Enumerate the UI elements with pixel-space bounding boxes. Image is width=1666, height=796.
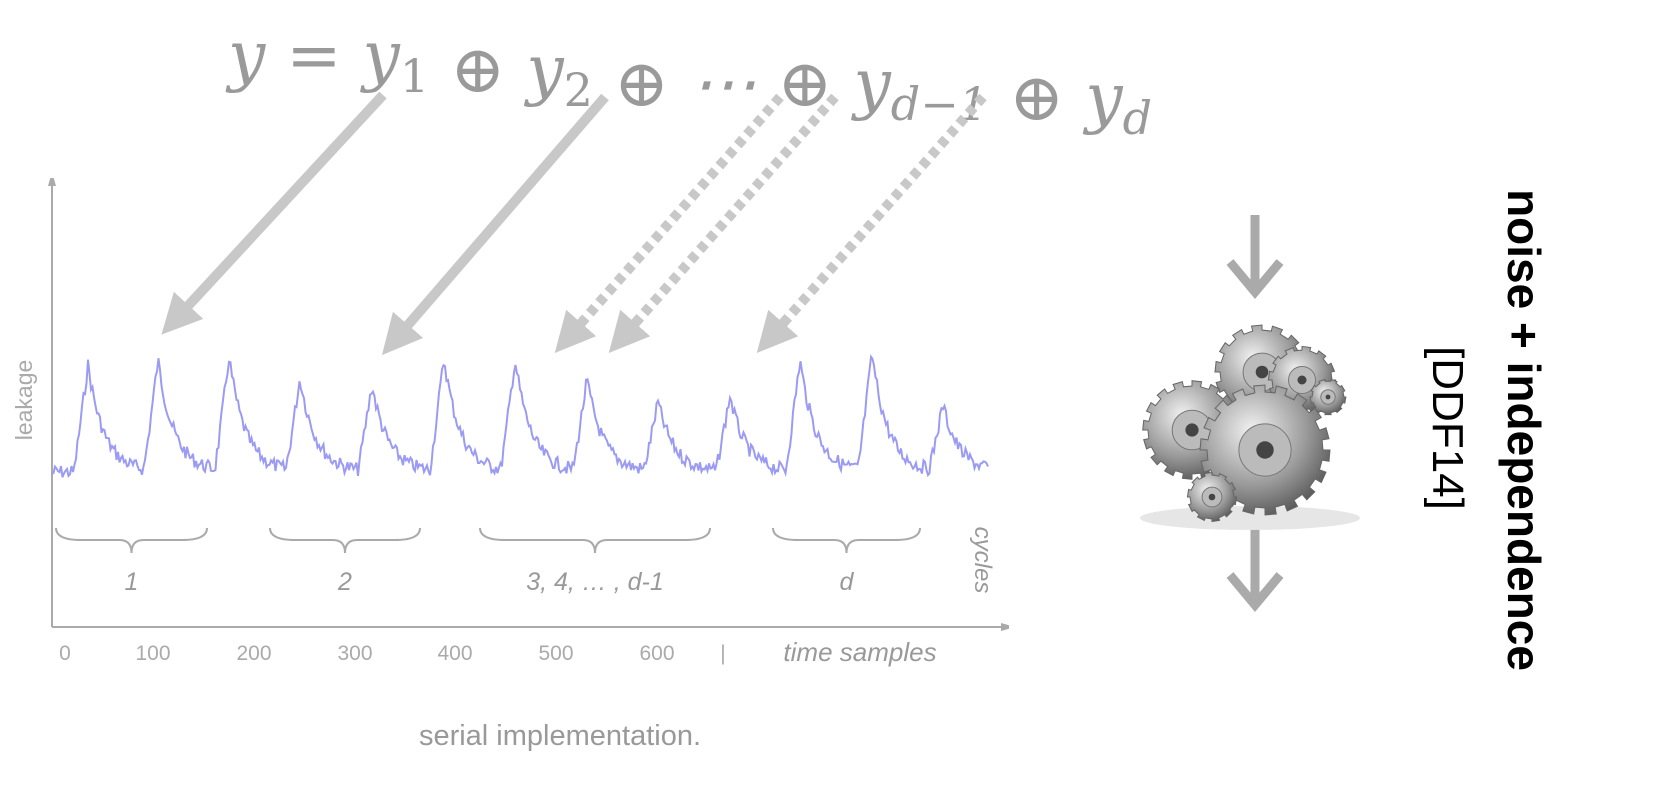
gear-hole	[1256, 441, 1274, 459]
formula: y = y1 ⊕ y2 ⊕ ⋯ ⊕ yd−1 ⊕ yd	[225, 17, 1152, 145]
gear-hole	[1255, 365, 1269, 379]
formula-part: ⊕ y	[988, 59, 1123, 136]
gears-icon	[1140, 324, 1360, 530]
arrow	[161, 91, 387, 335]
x-tick-label: |	[720, 642, 725, 665]
formula-subscript: 1	[400, 49, 429, 103]
brace-label: 1	[125, 568, 139, 596]
arrows	[161, 91, 987, 356]
gear-hole	[1208, 493, 1216, 501]
braces: 1 2 3, 4, … , d-1 d	[55, 527, 921, 596]
x-tick-label: 200	[236, 642, 271, 665]
caption: serial implementation.	[419, 720, 701, 752]
formula-part: ⊕ ⋯ ⊕ y	[593, 45, 892, 122]
x-tick-label: 300	[337, 642, 372, 665]
y-axis-label: leakage	[11, 360, 37, 441]
formula-part: ⊕ y	[429, 31, 564, 108]
x-tick-label: 100	[135, 642, 170, 665]
brace	[772, 527, 921, 554]
formula-subscript: 2	[564, 63, 593, 117]
arrow	[381, 93, 609, 356]
gear-hole	[1325, 394, 1331, 400]
formula-part: y = y	[225, 17, 401, 94]
x-tick-label: 400	[437, 642, 472, 665]
brace-label: 2	[337, 568, 352, 596]
brace	[479, 527, 711, 554]
brace-label: d	[840, 568, 855, 596]
x-tick-label: 600	[639, 642, 674, 665]
side-reference: [DDF14]	[1423, 346, 1472, 510]
side-title: noise + independence	[1498, 189, 1550, 671]
down-arrows	[1226, 215, 1284, 613]
gear-shadow	[1140, 506, 1360, 530]
brace-label: 3, 4, … , d-1	[526, 568, 664, 596]
formula-subscript: d	[1123, 91, 1152, 145]
leakage-trace	[51, 354, 989, 479]
arrow	[554, 93, 784, 354]
formula-subscript: d−1	[891, 77, 988, 131]
x-tick-label: 0	[59, 642, 71, 665]
arrow	[756, 93, 987, 353]
cycles-label: cycles	[969, 527, 996, 594]
brace	[55, 527, 208, 554]
gear-hole	[1185, 423, 1199, 437]
x-tick-label: 500	[538, 642, 573, 665]
arrow	[608, 93, 839, 353]
brace	[269, 527, 421, 554]
x-axis-label: time samples	[783, 637, 936, 667]
gear-hole	[1297, 375, 1307, 385]
